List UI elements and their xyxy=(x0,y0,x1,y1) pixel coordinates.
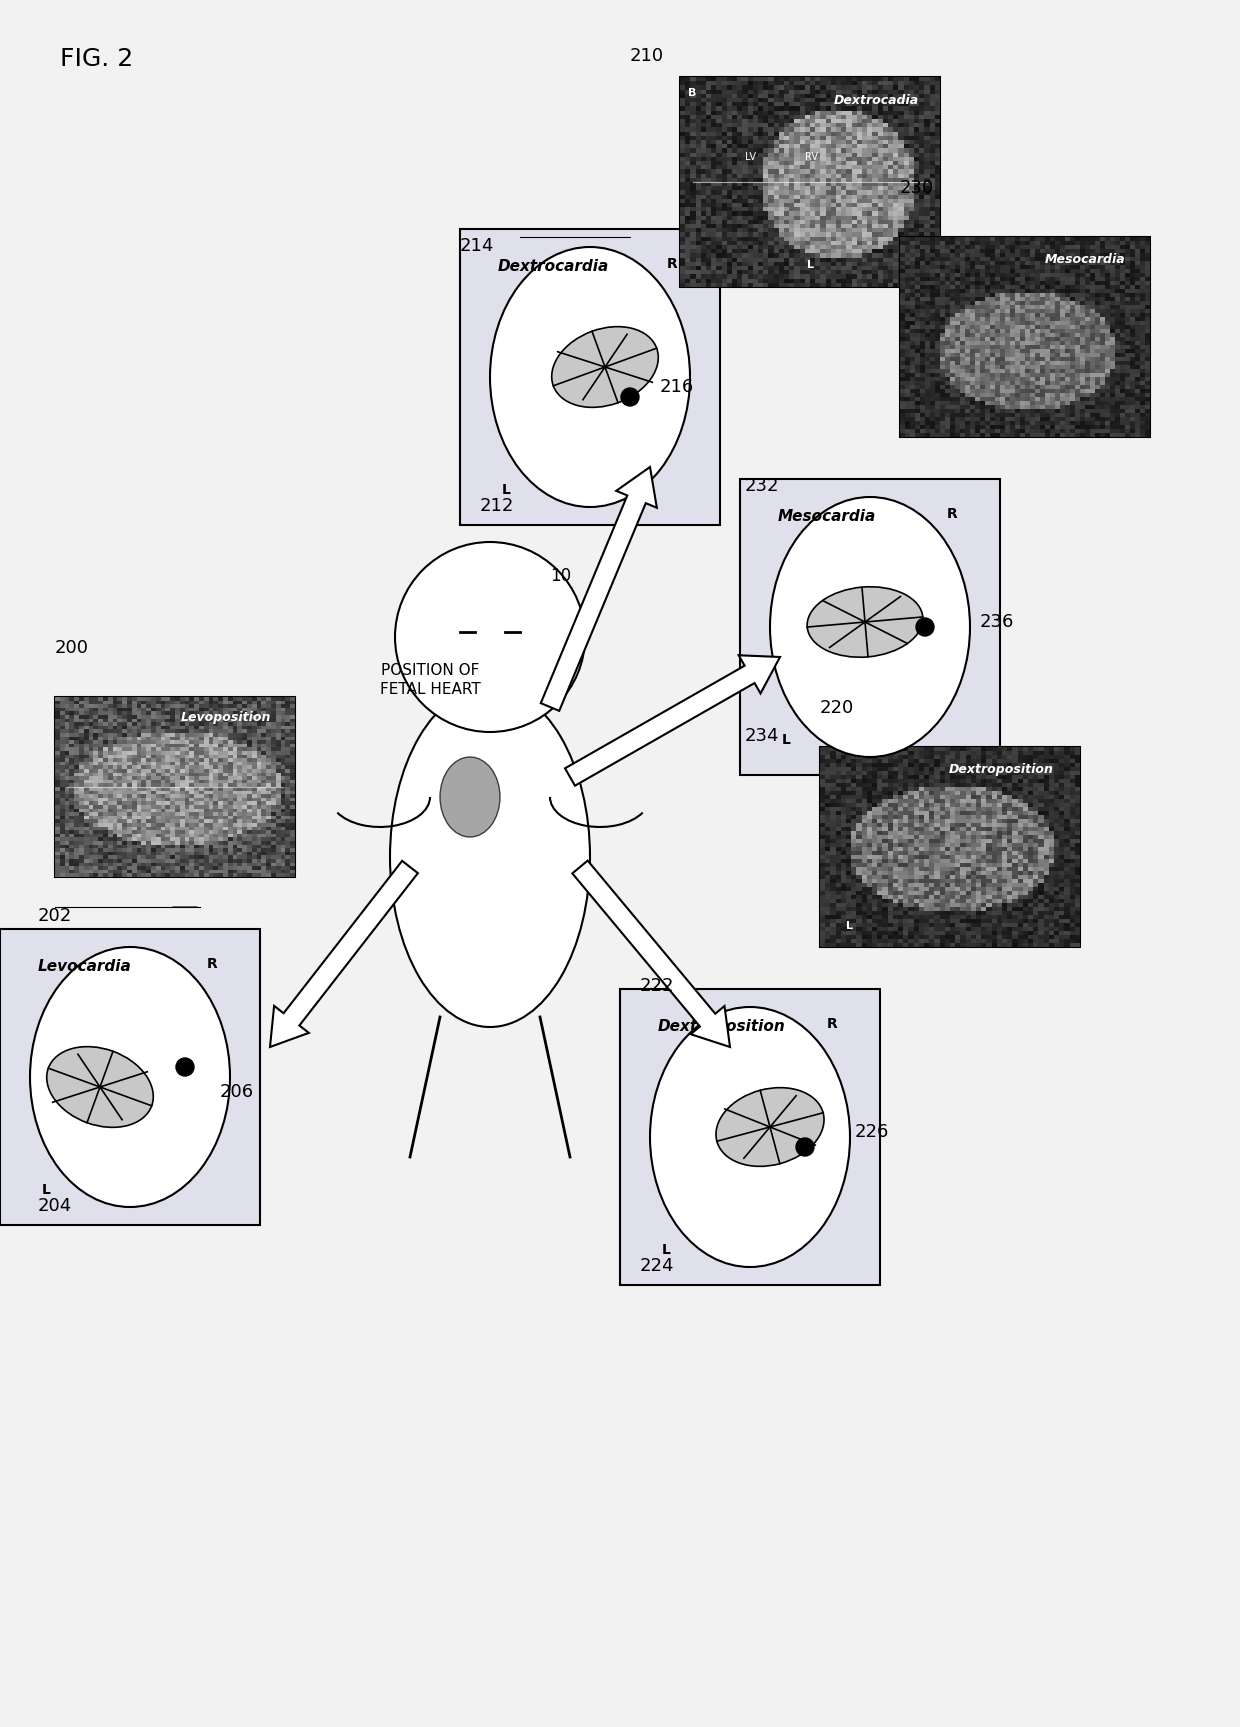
Text: L: L xyxy=(782,732,791,748)
Circle shape xyxy=(176,1059,193,1076)
Circle shape xyxy=(396,542,585,732)
Ellipse shape xyxy=(552,326,658,408)
Ellipse shape xyxy=(47,1047,154,1128)
Bar xyxy=(900,237,1149,437)
Text: Dextroposition: Dextroposition xyxy=(658,1019,786,1034)
Text: L: L xyxy=(806,261,813,269)
FancyArrow shape xyxy=(573,860,730,1047)
Bar xyxy=(55,698,295,877)
FancyBboxPatch shape xyxy=(0,929,260,1224)
Text: L: L xyxy=(846,920,853,931)
Bar xyxy=(820,748,1080,946)
Text: 220: 220 xyxy=(820,699,854,717)
Ellipse shape xyxy=(715,1088,825,1166)
FancyArrow shape xyxy=(541,466,657,712)
Text: 214: 214 xyxy=(460,237,495,256)
Text: 210: 210 xyxy=(630,47,665,66)
Text: FIG. 2: FIG. 2 xyxy=(60,47,133,71)
Text: LV: LV xyxy=(745,152,756,162)
Ellipse shape xyxy=(391,687,590,1028)
Text: 226: 226 xyxy=(856,1123,889,1142)
Text: B: B xyxy=(688,88,696,97)
Text: 202: 202 xyxy=(38,907,72,926)
Text: R: R xyxy=(667,257,678,271)
Text: Dextrocadia: Dextrocadia xyxy=(835,93,919,107)
Text: RV: RV xyxy=(805,152,818,162)
Text: 200: 200 xyxy=(55,639,89,656)
Text: R: R xyxy=(207,957,218,971)
Text: POSITION OF
FETAL HEART: POSITION OF FETAL HEART xyxy=(379,663,480,698)
FancyArrow shape xyxy=(270,860,418,1047)
Bar xyxy=(680,78,940,287)
Circle shape xyxy=(916,618,934,636)
FancyArrow shape xyxy=(565,655,780,786)
Text: Mesocardia: Mesocardia xyxy=(1044,252,1125,266)
Ellipse shape xyxy=(30,946,229,1207)
Text: Dextrocardia: Dextrocardia xyxy=(498,259,609,275)
Text: L: L xyxy=(42,1183,51,1197)
Ellipse shape xyxy=(490,247,689,508)
Text: 212: 212 xyxy=(480,497,515,515)
Text: Levoposition: Levoposition xyxy=(181,712,272,724)
Text: R: R xyxy=(827,1017,838,1031)
Text: 224: 224 xyxy=(640,1257,675,1275)
Ellipse shape xyxy=(650,1007,849,1268)
Text: Levocardia: Levocardia xyxy=(38,958,131,974)
Text: 222: 222 xyxy=(640,977,675,995)
FancyBboxPatch shape xyxy=(460,230,720,525)
Ellipse shape xyxy=(807,587,923,658)
Ellipse shape xyxy=(440,756,500,838)
Text: 236: 236 xyxy=(980,613,1014,630)
Ellipse shape xyxy=(770,497,970,756)
FancyBboxPatch shape xyxy=(620,990,880,1285)
Text: 204: 204 xyxy=(38,1197,72,1216)
Text: L: L xyxy=(502,484,511,497)
Text: 10: 10 xyxy=(551,566,572,585)
Text: Dextroposition: Dextroposition xyxy=(949,763,1054,775)
Text: R: R xyxy=(947,508,959,522)
Text: L: L xyxy=(662,1243,671,1257)
Circle shape xyxy=(796,1138,813,1155)
Text: Mesocardia: Mesocardia xyxy=(777,509,877,523)
FancyBboxPatch shape xyxy=(740,478,999,775)
Text: 234: 234 xyxy=(745,727,780,744)
Text: 230: 230 xyxy=(900,180,934,197)
Text: 206: 206 xyxy=(219,1083,254,1102)
Circle shape xyxy=(621,389,639,406)
Text: 216: 216 xyxy=(660,378,694,395)
Text: 232: 232 xyxy=(745,477,780,496)
